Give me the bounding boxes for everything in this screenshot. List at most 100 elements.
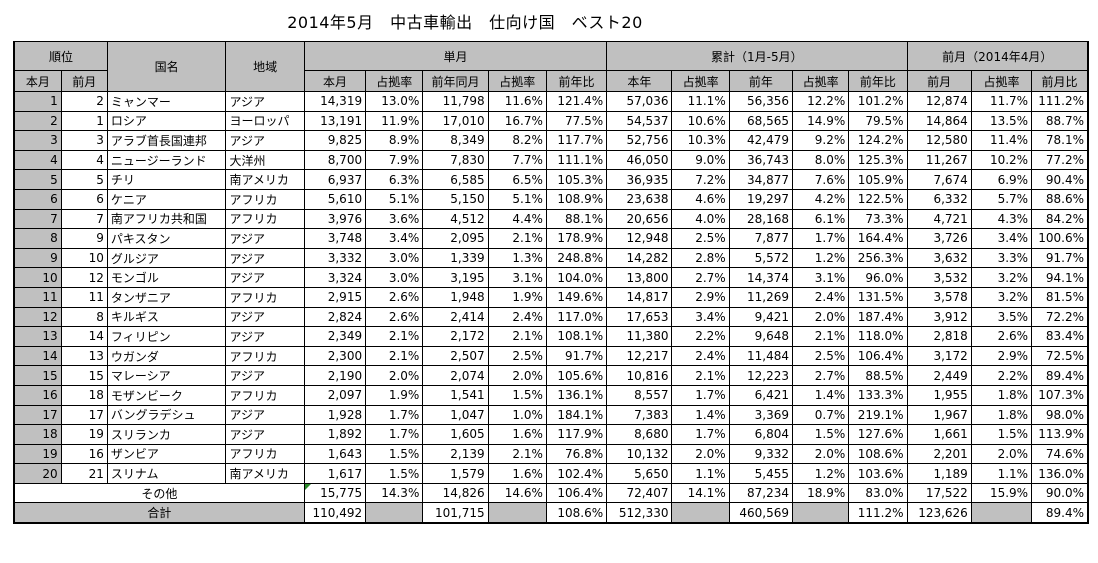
value-cell: 1,047 [422, 404, 489, 426]
rank-previous-cell: 13 [60, 345, 108, 367]
value-cell: 11,798 [422, 91, 489, 112]
country-cell: タンザニア [106, 286, 227, 308]
value-cell: 1.8% [970, 404, 1033, 426]
value-cell: 10,132 [606, 443, 673, 465]
value-cell: 1.5% [487, 384, 547, 406]
value-cell: 68,565 [728, 110, 794, 132]
header-m-yoy: 前年比 [545, 70, 608, 92]
region-cell: 大洋州 [225, 149, 305, 171]
region-cell: アジア [225, 326, 305, 347]
value-cell: 12.2% [791, 91, 850, 112]
value-cell: 4,721 [906, 208, 972, 230]
value-cell: 8,700 [303, 149, 367, 171]
header-cumulative: 累計（1月-5月） [606, 41, 908, 71]
value-cell: 2,818 [906, 326, 972, 347]
value-cell: 2.2% [970, 365, 1033, 386]
value-cell: 3.2% [970, 267, 1033, 288]
value-cell: 3.2% [970, 286, 1033, 308]
value-cell: 118.0% [848, 326, 908, 347]
rank-previous-cell: 1 [60, 110, 108, 132]
total-cell [791, 502, 850, 524]
value-cell: 4.4% [487, 208, 547, 230]
value-cell: 2,915 [303, 286, 367, 308]
value-cell: 2.2% [671, 326, 730, 347]
region-cell: アジア [225, 130, 305, 151]
region-cell: アフリカ [225, 384, 305, 406]
value-cell: 83.4% [1031, 326, 1090, 347]
total-cell: 89.4% [1031, 502, 1090, 524]
value-cell: 6.9% [970, 169, 1033, 190]
value-cell: 2.1% [487, 228, 547, 249]
value-cell: 125.3% [848, 149, 908, 171]
value-cell: 2.5% [671, 228, 730, 249]
value-cell: 4.2% [791, 188, 850, 210]
value-cell: 2.6% [970, 326, 1033, 347]
value-cell: 3,324 [303, 267, 367, 288]
value-cell: 9,648 [728, 326, 794, 347]
rank-previous-cell: 19 [60, 424, 108, 445]
table-row: 18 19 スリランカ アジア 1,892 1.7% 1,605 1.6% 117.9% 8,68… [12, 424, 1090, 445]
value-cell: 1.5% [365, 443, 424, 465]
value-cell: 11.7% [970, 91, 1033, 112]
rank-previous-cell: 9 [60, 228, 108, 249]
country-cell: モンゴル [106, 267, 227, 288]
table-row: 9 10 グルジア アジア 3,332 3.0% 1,339 1.3% 248.8% 14,282… [12, 247, 1090, 269]
value-cell: 1,928 [303, 404, 367, 426]
value-cell: 98.0% [1031, 404, 1090, 426]
region-cell: アジア [225, 91, 305, 112]
value-cell: 1.2% [791, 463, 850, 484]
header-p-share: 占拠率 [970, 70, 1033, 92]
value-cell: 7.7% [487, 149, 547, 171]
total-cell: 101,715 [422, 502, 489, 524]
value-cell: 121.4% [545, 91, 608, 112]
value-cell: 6,937 [303, 169, 367, 190]
rank-current-cell: 2 [12, 110, 62, 132]
value-cell: 10.2% [970, 149, 1033, 171]
region-cell: ヨーロッパ [225, 110, 305, 132]
value-cell: 1,948 [422, 286, 489, 308]
value-cell: 10,816 [606, 365, 673, 386]
country-cell: バングラデシュ [106, 404, 227, 426]
value-cell: 107.3% [1031, 384, 1090, 406]
value-cell: 124.2% [848, 130, 908, 151]
value-cell: 7,877 [728, 228, 794, 249]
value-cell: 5,610 [303, 188, 367, 210]
value-cell: 3.0% [365, 267, 424, 288]
value-cell: 5.1% [487, 188, 547, 210]
country-cell: ミャンマー [106, 91, 227, 112]
value-cell: 2,139 [422, 443, 489, 465]
value-cell: 11.4% [970, 130, 1033, 151]
rank-current-cell: 17 [12, 404, 62, 426]
value-cell: 5,150 [422, 188, 489, 210]
value-cell: 105.9% [848, 169, 908, 190]
rank-previous-cell: 4 [60, 149, 108, 171]
value-cell: 77.5% [545, 110, 608, 132]
value-cell: 2,507 [422, 345, 489, 367]
total-cell: 512,330 [606, 502, 673, 524]
value-cell: 2.9% [970, 345, 1033, 367]
value-cell: 7,383 [606, 404, 673, 426]
value-cell: 117.9% [545, 424, 608, 445]
rank-current-cell: 14 [12, 345, 62, 367]
country-cell: ロシア [106, 110, 227, 132]
value-cell: 12,223 [728, 365, 794, 386]
value-cell: 14,319 [303, 91, 367, 112]
value-cell: 3,632 [906, 247, 972, 269]
rank-previous-cell: 16 [60, 443, 108, 465]
value-cell: 3,332 [303, 247, 367, 269]
value-cell: 2,449 [906, 365, 972, 386]
rank-current-cell: 19 [12, 443, 62, 465]
header-region: 地域 [225, 41, 305, 92]
rank-previous-cell: 10 [60, 247, 108, 269]
value-cell: 219.1% [848, 404, 908, 426]
header-prev-rank: 前月 [60, 70, 108, 92]
value-cell: 4.3% [970, 208, 1033, 230]
value-cell: 136.1% [545, 384, 608, 406]
value-cell: 106.4% [848, 345, 908, 367]
region-cell: 南アメリカ [225, 169, 305, 190]
value-cell: 1.7% [671, 424, 730, 445]
value-cell: 1,661 [906, 424, 972, 445]
table-row: 1 2 ミャンマー アジア 14,319 13.0% 11,798 11.6% 121.4% 57… [12, 91, 1090, 112]
value-cell: 127.6% [848, 424, 908, 445]
value-cell: 1,955 [906, 384, 972, 406]
